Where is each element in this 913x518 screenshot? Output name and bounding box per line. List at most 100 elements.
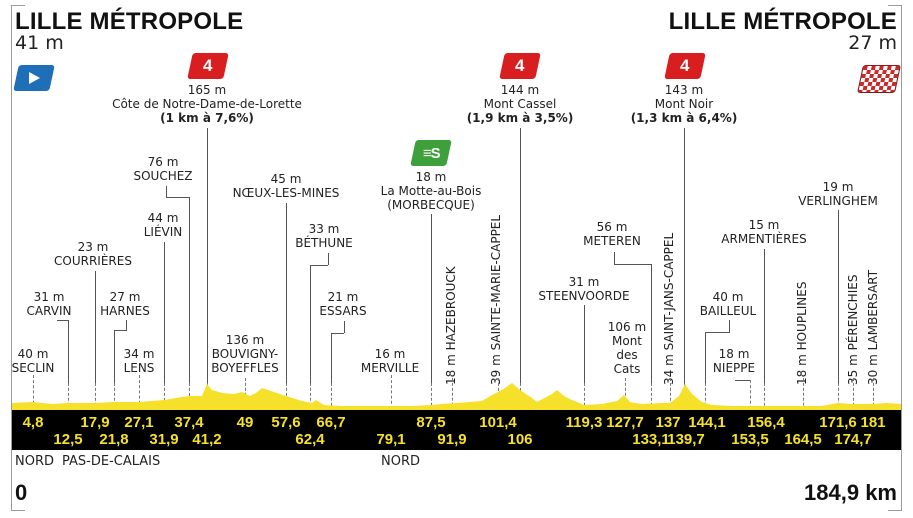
leader-line bbox=[684, 128, 685, 383]
km-marker: 41,2 bbox=[192, 431, 222, 448]
sprint-name: La Motte-au-Bois bbox=[380, 184, 482, 198]
km-marker: 101,4 bbox=[479, 414, 517, 431]
place-label-vertical: 35 m PÉRENCHIES bbox=[846, 274, 860, 385]
km-marker: 137 bbox=[655, 414, 681, 431]
leader-line bbox=[651, 264, 652, 383]
climb-label: 165 m Côte de Notre-Dame-de-Lorette (1 k… bbox=[112, 83, 302, 125]
frame-left bbox=[11, 5, 12, 510]
leader-line bbox=[431, 214, 432, 384]
km-marker: 174,7 bbox=[834, 431, 872, 448]
leader-line bbox=[735, 380, 750, 381]
leader-line bbox=[520, 128, 521, 383]
leader-line bbox=[331, 333, 344, 334]
finish-city: LILLE MÉTROPOLE bbox=[668, 8, 897, 35]
km-marker: 119,3 bbox=[565, 414, 603, 431]
km-marker: 57,6 bbox=[271, 414, 301, 431]
sprint-s-icon: ≡S bbox=[410, 140, 452, 166]
place-label: 21 m ESSARS bbox=[319, 290, 367, 318]
climb-name: Mont Noir bbox=[654, 97, 714, 111]
place-label: 33 m BÉTHUNE bbox=[295, 222, 353, 250]
climb-altitude: 165 m bbox=[187, 83, 227, 97]
km-marker: 181 bbox=[860, 414, 886, 431]
leader-line bbox=[166, 197, 189, 198]
place-label-vertical: 18 m HAZEBROUCK bbox=[444, 266, 458, 385]
elevation-profile bbox=[12, 383, 901, 410]
km-marker: 133,1 bbox=[632, 431, 670, 448]
leader-line bbox=[344, 321, 345, 333]
leader-line bbox=[207, 128, 208, 383]
place-label: 40 m BAILLEUL bbox=[699, 290, 757, 318]
leader-line bbox=[166, 186, 167, 197]
sprint-altitude: 18 m bbox=[415, 170, 447, 184]
place-label: 45 m NŒUX-LES-MINES bbox=[232, 172, 340, 200]
leader-line bbox=[114, 330, 115, 383]
frame-corner bbox=[11, 5, 25, 6]
place-label: 31 m CARVIN bbox=[26, 290, 72, 318]
frame-right bbox=[901, 5, 902, 510]
frame-corner bbox=[888, 510, 902, 511]
place-label: 23 m COURRIÈRES bbox=[54, 240, 132, 268]
leader-line bbox=[729, 320, 730, 332]
km-marker: 4,8 bbox=[22, 414, 44, 431]
climb-altitude: 144 m bbox=[500, 83, 540, 97]
leader-line bbox=[764, 249, 765, 383]
climb-detail: (1,3 km à 6,4%) bbox=[630, 111, 738, 125]
category-4-badge-icon: 4 bbox=[187, 53, 229, 79]
place-label: 31 m STEENVOORDE bbox=[538, 275, 630, 303]
checkered-flag-icon bbox=[857, 65, 901, 93]
place-label-vertical: 30 m LAMBERSART bbox=[866, 269, 880, 385]
frame-corner bbox=[888, 5, 902, 6]
leader-line bbox=[286, 203, 287, 383]
km-marker: 144,1 bbox=[688, 414, 726, 431]
place-label: 18 m NIEPPE bbox=[712, 347, 756, 375]
climb-name: Côte de Notre-Dame-de-Lorette bbox=[112, 97, 302, 111]
climb-detail: (1,9 km à 3,5%) bbox=[466, 111, 574, 125]
leader-line bbox=[57, 320, 68, 321]
place-label: 40 m SECLIN bbox=[11, 347, 55, 375]
km-marker: 21,8 bbox=[99, 431, 129, 448]
leader-line bbox=[310, 265, 311, 383]
km-marker: 87,5 bbox=[416, 414, 446, 431]
category-4-badge-icon: 4 bbox=[499, 53, 541, 79]
leader-line bbox=[614, 252, 615, 264]
km-marker: 17,9 bbox=[80, 414, 110, 431]
km-marker: 156,4 bbox=[747, 414, 785, 431]
place-label: 16 m MERVILLE bbox=[360, 347, 420, 375]
sprint-label: 18 m La Motte-au-Bois (MORBECQUE) bbox=[381, 170, 482, 212]
leader-line bbox=[328, 253, 329, 265]
place-label: 19 m VERLINGHEM bbox=[798, 180, 878, 208]
km-marker: 91,9 bbox=[437, 431, 467, 448]
km-marker: 12,5 bbox=[53, 431, 83, 448]
region-label: PAS-DE-CALAIS bbox=[62, 454, 161, 469]
region-label: NORD bbox=[381, 454, 420, 469]
leader-line bbox=[705, 332, 706, 383]
leader-line bbox=[126, 320, 127, 331]
km-marker: 153,5 bbox=[731, 431, 769, 448]
km-marker: 49 bbox=[236, 414, 254, 431]
climb-name: Mont Cassel bbox=[483, 97, 557, 111]
climb-detail: (1 km à 7,6%) bbox=[160, 111, 254, 125]
km-marker: 62,4 bbox=[295, 431, 325, 448]
km-marker: 31,9 bbox=[149, 431, 179, 448]
leader-line bbox=[310, 265, 328, 266]
place-label: 56 m METEREN bbox=[583, 220, 641, 248]
km-bar bbox=[12, 410, 901, 450]
km-marker: 127,7 bbox=[606, 414, 644, 431]
leader-line bbox=[838, 210, 839, 383]
finish-altitude: 27 m bbox=[848, 32, 897, 54]
leader-line bbox=[95, 271, 96, 383]
region-label: NORD bbox=[15, 454, 54, 469]
sprint-name2: (MORBECQUE) bbox=[387, 198, 475, 212]
km-marker: 79,1 bbox=[376, 431, 406, 448]
leader-line bbox=[705, 332, 730, 333]
start-city: LILLE MÉTROPOLE bbox=[15, 8, 244, 35]
leader-line bbox=[164, 242, 165, 383]
place-label: 106 m Mont des Cats bbox=[607, 320, 647, 376]
frame-corner bbox=[11, 510, 25, 511]
leader-line bbox=[331, 333, 332, 383]
place-label: 27 m HARNES bbox=[100, 290, 150, 318]
climb-label: 144 m Mont Cassel (1,9 km à 3,5%) bbox=[467, 83, 574, 125]
leader-line bbox=[584, 305, 585, 383]
start-flag-icon bbox=[13, 65, 55, 91]
place-label-vertical: 39 m SAINTE-MARIE-CAPPEL bbox=[489, 214, 503, 385]
